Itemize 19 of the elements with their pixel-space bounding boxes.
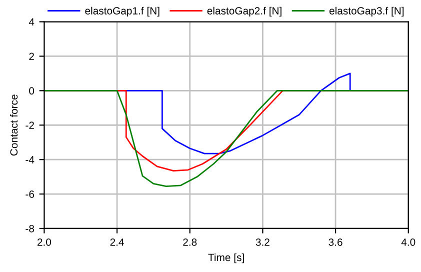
y-tick-label: -8 bbox=[26, 224, 34, 232]
y-tick-label: -2 bbox=[26, 122, 34, 129]
x-tick-label: 2.8 bbox=[183, 238, 197, 246]
y-tick-label: -4 bbox=[26, 156, 34, 164]
line-series bbox=[44, 90, 408, 187]
x-tick-label: 2.4 bbox=[110, 238, 124, 246]
legend-label: elastoGap2.f [N] bbox=[207, 6, 282, 17]
y-tick-label: 2 bbox=[29, 52, 34, 60]
y-tick-label: 0 bbox=[29, 87, 34, 95]
x-tick-label: 3.6 bbox=[328, 238, 342, 246]
y-tick-label: -6 bbox=[26, 190, 34, 198]
x-tick-label: 3.2 bbox=[256, 238, 270, 246]
legend-label: elastoGap1.f [N] bbox=[85, 6, 160, 17]
text: 4.0 bbox=[401, 238, 416, 246]
y-tick-label: 4 bbox=[28, 18, 34, 26]
x-axis-title: Time [s] bbox=[208, 253, 244, 264]
text: 2.0 bbox=[37, 238, 52, 246]
legend-label: elastoGap3.f [N] bbox=[329, 6, 404, 17]
y-axis-title: Contact force bbox=[10, 94, 18, 156]
